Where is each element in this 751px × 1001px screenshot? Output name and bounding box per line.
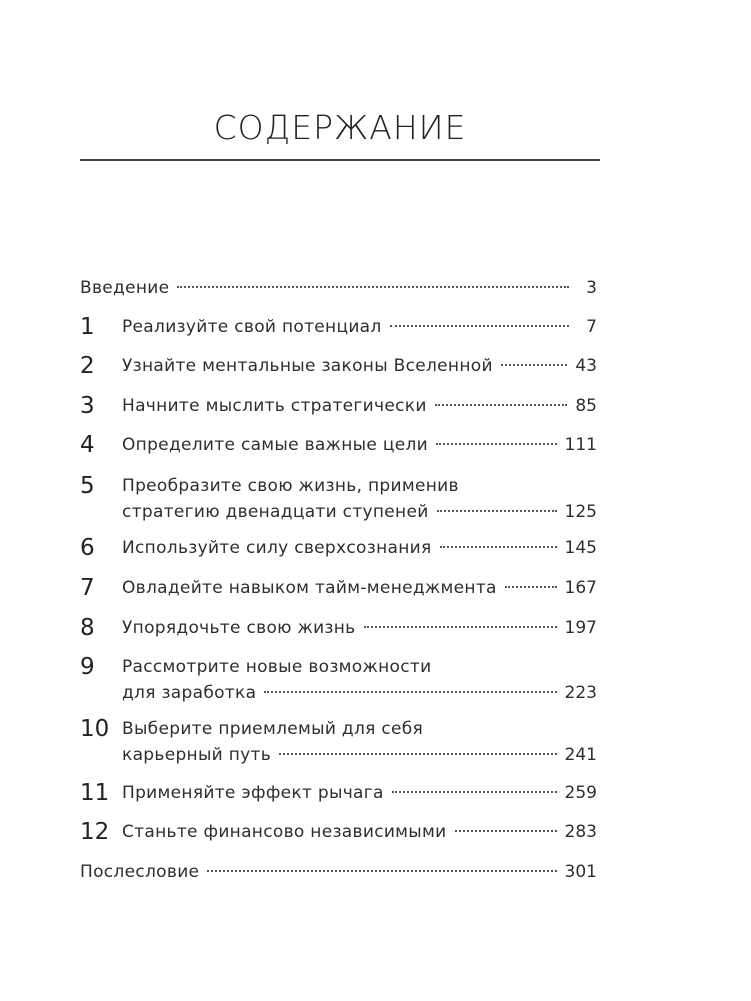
page-number: 197 [564,618,597,638]
toc-entry[interactable]: 4 Определите самые важные цели 111 [80,432,597,458]
page-number: 125 [564,502,597,522]
page-number: 145 [564,538,597,558]
chapter-number: 8 [80,615,95,641]
toc-entry[interactable]: 5 Преобразите свою жизнь, применив стратег… [80,473,597,522]
dot-leader [264,691,557,693]
toc-entry[interactable]: 12 Станьте финансово независимыми 283 [80,819,597,845]
dot-leader [177,286,569,288]
page-title: СОДЕРЖАНИЕ [213,108,467,147]
entry-line: Начните мыслить стратегически 85 [122,393,597,419]
dot-leader [436,510,557,512]
entry-title: Введение [80,278,170,298]
toc-entry[interactable]: Послесловие 301 [80,859,597,885]
toc-entry[interactable]: 3 Начните мыслить стратегически 85 [80,393,597,419]
entry-line: стратегию двенадцати ступеней 125 [122,499,597,525]
toc-entry[interactable]: Введение 3 [80,275,597,301]
dot-leader [434,404,568,406]
chapter-number: 7 [80,575,95,601]
entry-title: Реализуйте свой потенциал [122,317,382,337]
chapter-number: 4 [80,432,95,458]
page-number: 43 [575,356,597,376]
chapter-number: 10 [80,716,110,742]
entry-line: карьерный путь 241 [122,742,597,768]
entry-line: Узнайте ментальные законы Вселенной 43 [122,353,597,379]
page-number: 301 [564,862,597,882]
entry-title: Овладейте навыком тайм-менеджмента [122,578,497,598]
entry-line: Определите самые важные цели 111 [122,432,597,458]
page-number: 167 [564,578,597,598]
entry-title: Применяйте эффект рычага [122,783,384,803]
page-number: 3 [586,278,597,298]
entry-title: Упорядочьте свою жизнь [122,618,356,638]
dot-leader [436,443,557,445]
page-number: 241 [564,745,597,765]
entry-line: Введение 3 [80,275,597,301]
entry-line: для заработка 223 [122,680,597,706]
entry-title: Используйте силу сверхсознания [122,538,432,558]
toc-entry[interactable]: 6 Используйте силу сверхсознания 145 [80,535,597,561]
entry-line: Используйте силу сверхсознания 145 [122,535,597,561]
page-number: 223 [564,683,597,703]
dot-leader [500,364,568,366]
entry-line: Реализуйте свой потенциал 7 [122,314,597,340]
dot-leader [391,791,557,793]
page-number: 283 [564,822,597,842]
entry-line: Станьте финансово независимыми 283 [122,819,597,845]
chapter-number: 1 [80,314,95,340]
title-divider [80,159,600,161]
page-number: 7 [586,317,597,337]
chapter-number: 3 [80,393,95,419]
entry-title: Узнайте ментальные законы Вселенной [122,356,493,376]
toc-entry[interactable]: 10 Выберите приемлемый для себя карьерный … [80,716,597,765]
chapter-number: 2 [80,353,95,379]
dot-leader [504,586,557,588]
dot-leader [363,626,557,628]
toc-entry[interactable]: 1 Реализуйте свой потенциал 7 [80,314,597,340]
toc-entry[interactable]: 2 Узнайте ментальные законы Вселенной 43 [80,353,597,379]
entry-line: Упорядочьте свою жизнь 197 [122,615,597,641]
toc-entry[interactable]: 9 Рассмотрите новые возможности для зарабо… [80,654,597,703]
toc-entry[interactable]: 7 Овладейте навыком тайм-менеджмента 167 [80,575,597,601]
dot-leader [207,870,557,872]
entry-title: Выберите приемлемый для себя [122,719,424,739]
entry-title: Послесловие [80,862,200,882]
chapter-number: 6 [80,535,95,561]
page-number: 85 [575,396,597,416]
toc-entry[interactable]: 11 Применяйте эффект рычага 259 [80,780,597,806]
entry-title: Начните мыслить стратегически [122,396,427,416]
dot-leader [439,546,557,548]
entry-line: Применяйте эффект рычага 259 [122,780,597,806]
entry-title: Рассмотрите новые возможности [122,657,432,677]
entry-line: Преобразите свою жизнь, применив [122,473,597,499]
entry-line: Рассмотрите новые возможности [122,654,597,680]
entry-title: Станьте финансово независимыми [122,822,447,842]
entry-title: для заработка [122,683,257,703]
dot-leader [454,830,557,832]
chapter-number: 11 [80,780,110,806]
page-number: 111 [564,435,597,455]
entry-line: Выберите приемлемый для себя [122,716,597,742]
chapter-number: 9 [80,654,95,680]
entry-title: стратегию двенадцати ступеней [122,502,429,522]
entry-line: Овладейте навыком тайм-менеджмента 167 [122,575,597,601]
chapter-number: 12 [80,819,110,845]
chapter-number: 5 [80,473,95,499]
entry-line: Послесловие 301 [80,859,597,885]
entry-title: Преобразите свою жизнь, применив [122,476,459,496]
page-number: 259 [564,783,597,803]
entry-title: Определите самые важные цели [122,435,429,455]
dot-leader [389,325,569,327]
dot-leader [279,753,557,755]
entry-title: карьерный путь [122,745,272,765]
toc-entry[interactable]: 8 Упорядочьте свою жизнь 197 [80,615,597,641]
